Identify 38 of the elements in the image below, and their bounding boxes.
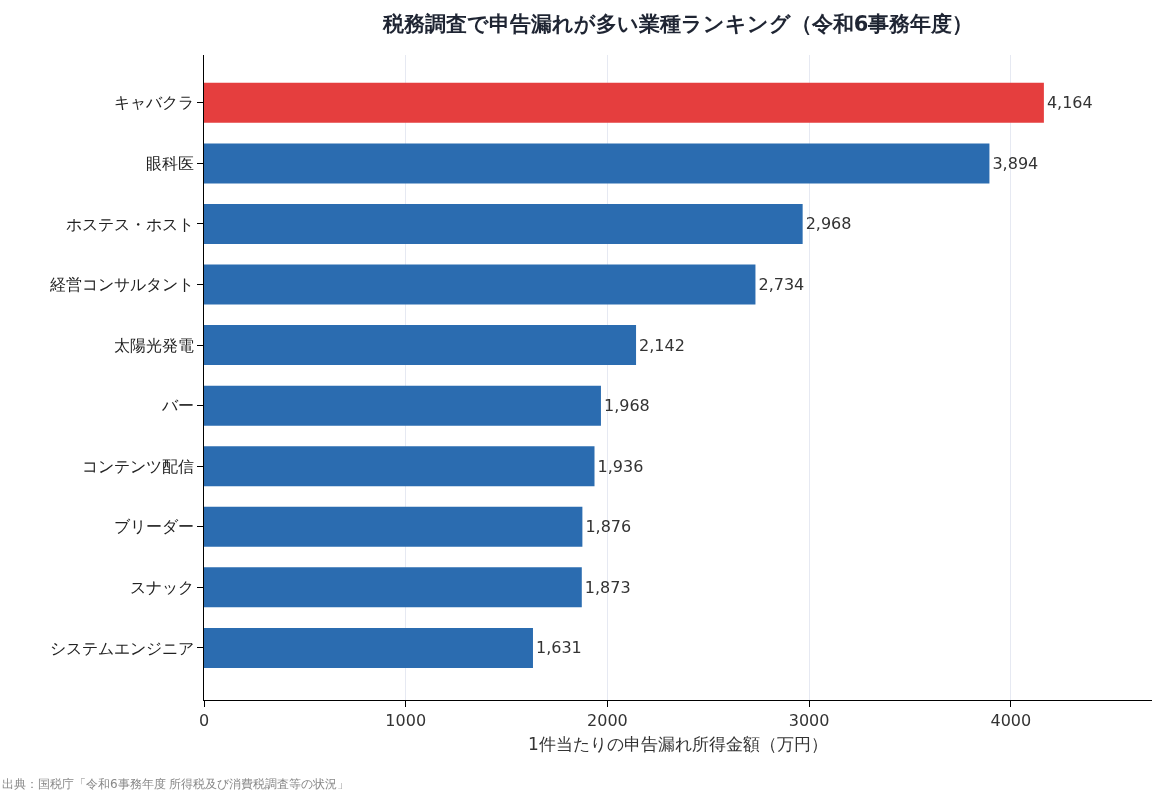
x-axis-title: 1件当たりの申告漏れ所得金額（万円） (528, 733, 828, 754)
bar (204, 385, 601, 426)
y-tick-label: コンテンツ配信 (81, 456, 194, 476)
bar (204, 446, 595, 487)
bar (204, 143, 990, 184)
bar (204, 264, 756, 305)
bar (204, 82, 1044, 123)
bar (204, 203, 803, 244)
bar (204, 506, 583, 547)
x-tick-label: 4000 (990, 711, 1032, 731)
bar (204, 325, 637, 366)
data-label: 3,894 (992, 153, 1039, 173)
y-tick-label: バー (160, 396, 194, 416)
y-tick-label: キャバクラ (113, 93, 194, 113)
bar (204, 567, 582, 608)
y-tick-label: スナック (129, 577, 194, 597)
data-label: 2,142 (639, 335, 685, 355)
x-tick-label: 0 (198, 711, 210, 731)
data-label: 1,936 (597, 456, 644, 476)
bar (204, 627, 533, 668)
data-label: 2,968 (805, 214, 852, 234)
y-tick-label: ブリーダー (113, 517, 194, 537)
y-tick-label: 経営コンサルタント (48, 275, 194, 295)
chart-title: 税務調査で申告漏れが多い業種ランキング（令和6事務年度） (381, 12, 974, 37)
data-label: 1,876 (585, 517, 632, 537)
data-label: 2,734 (758, 275, 805, 295)
x-tick-label: 3000 (788, 711, 830, 731)
source-note: 出典：国税庁「令和6事務年度 所得税及び消費税調査等の状況」 (2, 777, 350, 791)
data-label: 1,873 (584, 577, 631, 597)
data-label: 1,631 (535, 638, 582, 658)
y-tick-label: 太陽光発電 (113, 335, 194, 355)
x-tick-label: 2000 (587, 711, 628, 731)
y-tick-label: ホステス・ホスト (65, 214, 194, 234)
y-tick-label: 眼科医 (145, 154, 194, 174)
y-tick-label: システムエンジニア (49, 638, 194, 658)
data-label: 1,968 (603, 396, 650, 416)
x-tick-label: 1000 (385, 711, 427, 731)
data-label: 4,164 (1046, 93, 1093, 113)
